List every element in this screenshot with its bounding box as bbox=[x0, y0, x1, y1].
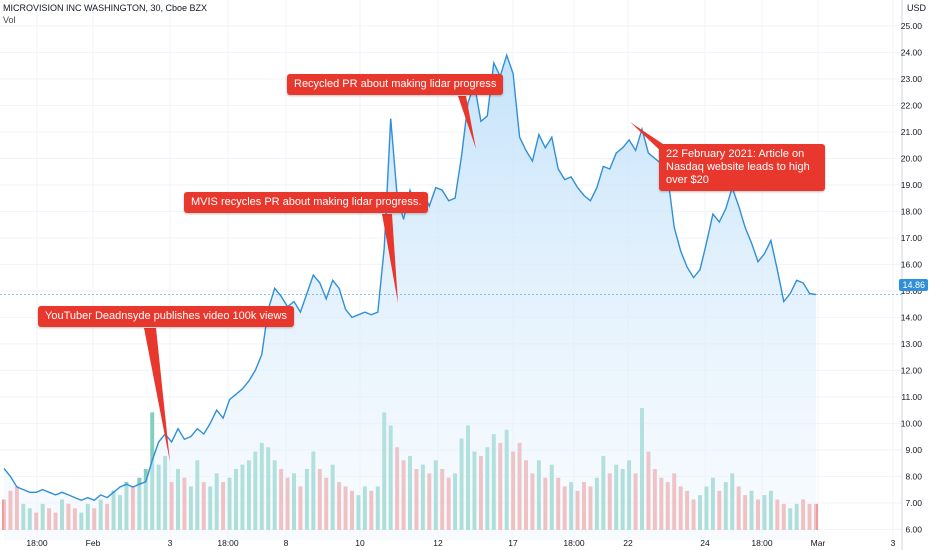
last-price-tag: 14.86 bbox=[899, 279, 928, 291]
x-tick-label: 3 bbox=[168, 538, 173, 548]
x-tick-label: 18:00 bbox=[217, 538, 239, 548]
x-tick-label: 18:00 bbox=[563, 538, 585, 548]
currency-label: USD bbox=[906, 3, 926, 13]
volume-label: Vol bbox=[3, 15, 16, 25]
y-tick-label: 10.00 bbox=[901, 418, 923, 428]
y-tick-label: 13.00 bbox=[901, 339, 923, 349]
x-tick-label: 12 bbox=[433, 538, 443, 548]
y-tick-label: 22.00 bbox=[901, 100, 923, 110]
x-tick-label: 22 bbox=[623, 538, 633, 548]
y-tick-label: 9.00 bbox=[905, 445, 922, 455]
x-tick-label: 17 bbox=[508, 538, 518, 548]
y-tick-label: 14.00 bbox=[901, 312, 923, 322]
annotation-recycled-pr[interactable]: Recycled PR about making lidar progress bbox=[287, 74, 504, 95]
x-tick-label: 8 bbox=[284, 538, 289, 548]
x-tick-label: 24 bbox=[700, 538, 710, 548]
y-tick-label: 25.00 bbox=[901, 21, 923, 31]
x-axis: 18:00 Feb 3 18:00 8 10 12 17 18:00 22 24 18:00 Mar 3 bbox=[26, 538, 895, 548]
x-tick-label: Feb bbox=[86, 538, 101, 548]
annotation-arrows bbox=[0, 96, 902, 462]
x-tick-label: 18:00 bbox=[751, 538, 773, 548]
x-tick-label: 3 bbox=[891, 538, 896, 548]
x-tick-label: 18:00 bbox=[26, 538, 48, 548]
annotation-pointer bbox=[382, 214, 398, 303]
annotation-mvis-pr[interactable]: MVIS recycles PR about making lidar prog… bbox=[184, 192, 429, 213]
annotation-nasdaq-article[interactable]: 22 February 2021: Article on Nasdaq webs… bbox=[659, 144, 825, 191]
y-tick-label: 7.00 bbox=[905, 498, 922, 508]
price-line bbox=[3, 52, 817, 502]
y-tick-label: 8.00 bbox=[905, 471, 922, 481]
price-area bbox=[4, 55, 816, 540]
y-tick-label: 18.00 bbox=[901, 206, 923, 216]
x-tick-label: 10 bbox=[355, 538, 365, 548]
y-tick-label: 16.00 bbox=[901, 259, 923, 269]
y-tick-label: 12.00 bbox=[901, 365, 923, 375]
annotation-pointer bbox=[458, 96, 476, 149]
x-tick-label: Mar bbox=[811, 538, 826, 548]
y-tick-label: 20.00 bbox=[901, 153, 923, 163]
annotation-pointer bbox=[630, 122, 666, 156]
annotation-pointer bbox=[144, 328, 170, 462]
y-tick-label: 17.00 bbox=[901, 233, 923, 243]
y-axis: 6.00 7.00 8.00 9.00 10.00 11.00 12.00 13.00 14.0… bbox=[901, 0, 923, 550]
y-tick-label: 23.00 bbox=[901, 74, 923, 84]
y-tick-label: 24.00 bbox=[901, 47, 923, 57]
annotation-youtuber[interactable]: YouTuber Deadnsyde publishes video 100k … bbox=[38, 306, 294, 327]
y-tick-label: 21.00 bbox=[901, 127, 923, 137]
ticker-title: MICROVISION INC WASHINGTON, 30, Cboe BZX bbox=[3, 3, 208, 13]
y-tick-label: 19.00 bbox=[901, 180, 923, 190]
y-tick-label: 11.00 bbox=[901, 392, 922, 402]
y-tick-label: 6.00 bbox=[905, 524, 922, 534]
